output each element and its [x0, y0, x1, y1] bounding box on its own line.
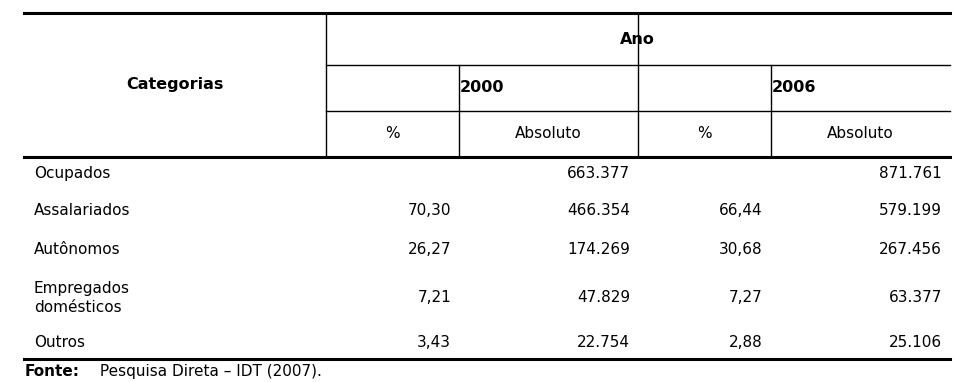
- Text: 25.106: 25.106: [889, 335, 942, 350]
- Text: Empregados
domésticos: Empregados domésticos: [34, 281, 130, 315]
- Text: Categorias: Categorias: [126, 78, 224, 92]
- Text: 7,21: 7,21: [418, 290, 451, 306]
- Text: Autônomos: Autônomos: [34, 242, 120, 257]
- Text: Ano: Ano: [620, 32, 655, 47]
- Text: 2000: 2000: [459, 80, 504, 96]
- Text: 267.456: 267.456: [879, 242, 942, 257]
- Text: Pesquisa Direta – IDT (2007).: Pesquisa Direta – IDT (2007).: [95, 364, 322, 379]
- Text: %: %: [697, 126, 711, 141]
- Text: 30,68: 30,68: [719, 242, 763, 257]
- Text: Absoluto: Absoluto: [827, 126, 893, 141]
- Text: 70,30: 70,30: [408, 202, 451, 218]
- Text: Fonte:: Fonte:: [24, 364, 79, 379]
- Text: 663.377: 663.377: [567, 166, 630, 181]
- Text: 174.269: 174.269: [567, 242, 630, 257]
- Text: 579.199: 579.199: [879, 202, 942, 218]
- Text: %: %: [385, 126, 399, 141]
- Text: Absoluto: Absoluto: [515, 126, 581, 141]
- Text: 22.754: 22.754: [577, 335, 630, 350]
- Text: 3,43: 3,43: [417, 335, 451, 350]
- Text: 26,27: 26,27: [408, 242, 451, 257]
- Text: Ocupados: Ocupados: [34, 166, 110, 181]
- Text: 66,44: 66,44: [719, 202, 763, 218]
- Text: 466.354: 466.354: [567, 202, 630, 218]
- Text: 47.829: 47.829: [577, 290, 630, 306]
- Text: 871.761: 871.761: [879, 166, 942, 181]
- Text: 7,27: 7,27: [730, 290, 763, 306]
- Text: 2,88: 2,88: [730, 335, 763, 350]
- Text: 2006: 2006: [771, 80, 816, 96]
- Text: Outros: Outros: [34, 335, 85, 350]
- Text: Assalariados: Assalariados: [34, 202, 131, 218]
- Text: 63.377: 63.377: [889, 290, 942, 306]
